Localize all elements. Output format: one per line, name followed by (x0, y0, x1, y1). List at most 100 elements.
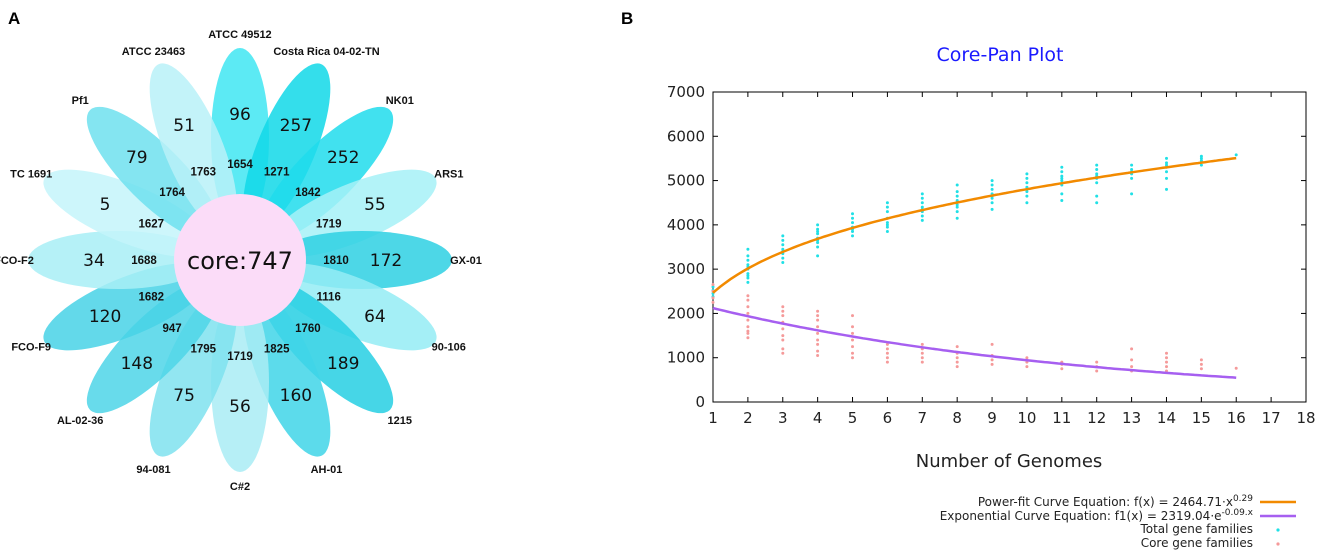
petal-atcc-23463 (149, 63, 237, 232)
petal-shared-count: 1825 (264, 344, 290, 356)
total-gene-point (1130, 163, 1134, 167)
core-gene-point (746, 336, 750, 340)
core-gene-point (885, 351, 889, 355)
power-fit-curve (712, 156, 1237, 294)
total-gene-point (885, 210, 889, 214)
total-gene-point (1060, 179, 1064, 183)
petal-ah-01 (243, 288, 331, 457)
petal-shared-count: 1795 (191, 344, 217, 356)
total-gene-point (955, 190, 959, 194)
core-gene-point (851, 338, 854, 342)
total-gene-point (955, 203, 959, 207)
petal-unique-count: 160 (280, 386, 312, 406)
core-gene-point (1199, 358, 1203, 362)
petal-shared-count: 1654 (227, 159, 253, 171)
total-gene-point (955, 210, 959, 214)
core-gene-point (746, 305, 750, 309)
strain-label: AH-01 (311, 464, 343, 476)
core-gene-point (1095, 369, 1099, 373)
core-gene-point (816, 314, 820, 318)
total-gene-point (990, 196, 994, 200)
total-gene-point (746, 276, 750, 280)
core-gene-point (851, 325, 854, 329)
core-gene-point (955, 360, 959, 364)
core-gene-point (1025, 356, 1029, 360)
core-gene-point (1095, 360, 1099, 364)
total-gene-point (1025, 172, 1029, 176)
core-gene-point (920, 351, 924, 355)
petal-tc-1691 (43, 169, 212, 257)
petal-shared-count: 1719 (316, 218, 342, 230)
total-gene-point (816, 223, 820, 227)
total-gene-point (955, 216, 959, 220)
total-gene-point (990, 179, 994, 183)
core-gene-point (746, 318, 750, 322)
strain-label: 1215 (388, 415, 412, 427)
y-tick-label: 2000 (667, 304, 705, 322)
legend-core-gene-families: Core gene families (1141, 536, 1253, 550)
total-gene-point (816, 241, 820, 245)
core-gene-point (1025, 365, 1029, 369)
total-gene-point (816, 227, 820, 231)
total-gene-point (816, 232, 820, 236)
core-gene-point (816, 318, 820, 322)
total-gene-point (1095, 181, 1099, 185)
total-gene-point (1165, 176, 1168, 180)
x-tick-label: 17 (1262, 409, 1281, 427)
core-gene-point (781, 314, 785, 318)
total-gene-point (1165, 163, 1168, 167)
core-gene-point (1199, 362, 1203, 366)
total-gene-point (746, 272, 750, 276)
core-gene-point (1130, 358, 1134, 362)
core-gene-point (885, 342, 889, 346)
core-gene-point (781, 305, 785, 309)
core-gene-point (851, 331, 854, 335)
core-gene-point (920, 360, 924, 364)
core-gene-point (746, 325, 750, 329)
petal-shared-count: 1682 (139, 292, 165, 304)
total-gene-point (885, 221, 889, 225)
core-pan-plot-panel: B Core-Pan Plot 0 1000 2000 3000 4000 5000 600… (621, 9, 1316, 550)
x-tick-label: 3 (778, 409, 788, 427)
petal-fco-f9 (43, 263, 212, 351)
petal-shared-count: 1688 (131, 255, 157, 267)
total-gene-point (1060, 192, 1064, 196)
x-tick-label: 7 (918, 409, 928, 427)
strain-label: GX-01 (450, 255, 482, 267)
strain-label: FCO-F9 (11, 342, 51, 354)
total-gene-point (920, 192, 924, 196)
petal-shared-count: 947 (163, 323, 182, 335)
core-gene-point (990, 342, 994, 346)
total-gene-point (1199, 156, 1203, 160)
core-gene-point (920, 356, 924, 360)
petal-unique-count: 79 (126, 148, 148, 168)
petal-94-081 (149, 288, 237, 457)
total-gene-point (885, 223, 889, 227)
strain-label: FCO-F2 (0, 255, 34, 267)
total-gene-point (1130, 168, 1134, 171)
core-gene-point (955, 345, 959, 349)
petal-shared-count: 1116 (317, 292, 341, 304)
core-gene-point (746, 329, 750, 333)
strain-label: 94-081 (136, 464, 170, 476)
core-gene-point (711, 300, 715, 304)
y-tick-label: 3000 (667, 260, 705, 278)
total-gene-point (1095, 168, 1099, 171)
y-tick-label: 0 (695, 393, 705, 411)
total-gene-point (955, 205, 959, 209)
total-gene-point (816, 245, 820, 249)
core-circle (174, 194, 306, 326)
core-gene-point (990, 362, 994, 366)
petal-unique-count: 55 (364, 195, 386, 215)
x-tick-label: 18 (1296, 409, 1315, 427)
petal-shared-count: 1842 (295, 187, 321, 199)
total-gene-point (990, 183, 994, 187)
total-gene-point (851, 230, 854, 233)
strain-label: ATCC 23463 (122, 46, 185, 58)
legend-core-marker (1276, 542, 1280, 546)
core-gene-point (781, 347, 785, 351)
total-gene-point (1095, 172, 1099, 176)
total-gene-point (1165, 161, 1168, 165)
x-tick-label: 1 (708, 409, 718, 427)
y-tick-label: 6000 (667, 127, 705, 145)
